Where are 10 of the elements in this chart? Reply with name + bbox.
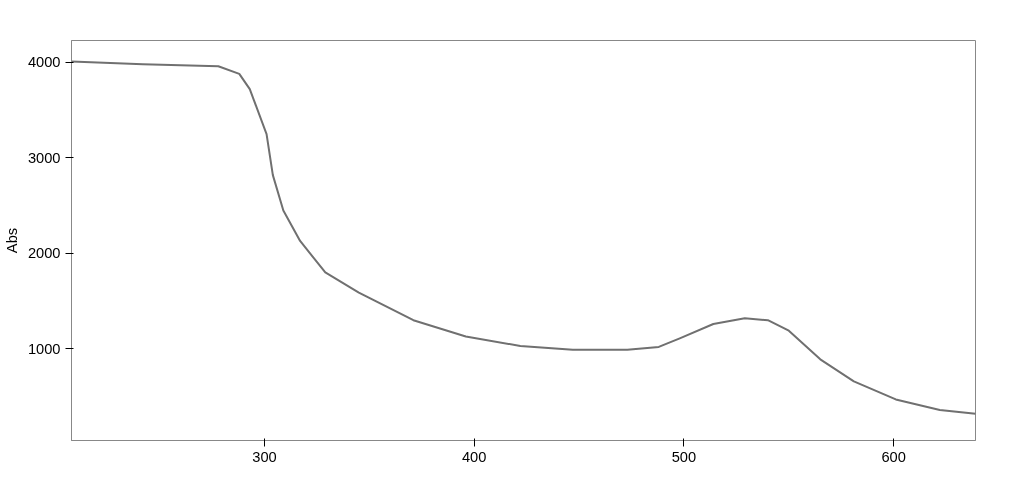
y-axis-title: Abs [3,227,20,254]
y-tick-label: 1000 [27,340,61,357]
x-tick-label: 400 [461,448,487,465]
x-tick-label: 600 [881,448,906,465]
y-tick-label: 3000 [27,149,61,166]
line-series [71,60,976,415]
y-tick-label: 2000 [27,245,61,262]
x-tick-label: 300 [252,448,277,465]
x-tick-label: 500 [671,448,697,465]
y-tick-label: 4000 [27,54,61,71]
